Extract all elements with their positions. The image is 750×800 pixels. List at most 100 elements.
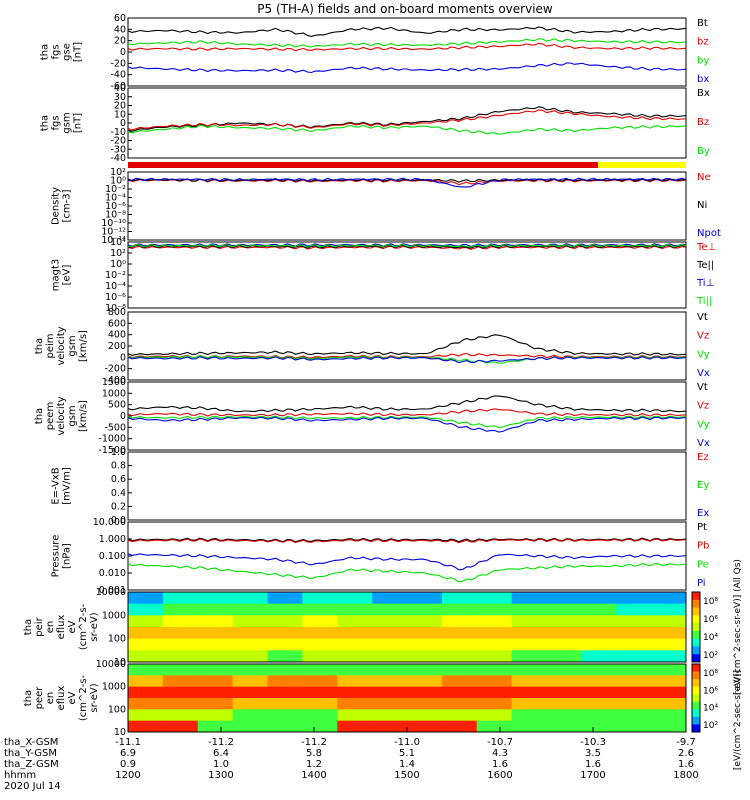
heatmap-cell (441, 686, 478, 699)
panel-label-line: tha (34, 338, 45, 354)
heatmap-cell (197, 615, 234, 628)
panel-label-line: sr-eV) (89, 683, 100, 712)
y-tick-label: 1000 (102, 388, 126, 399)
heatmap-cell (162, 709, 199, 722)
heatmap-cell (441, 675, 478, 688)
x-tick-label: -10.3 (580, 737, 606, 748)
y-tick-label: 10⁻² (105, 184, 126, 195)
heatmap-cell (128, 675, 164, 688)
y-tick-label: 0.010 (99, 568, 126, 579)
heatmap-cell (232, 686, 268, 699)
heatmap-cell (407, 664, 443, 676)
y-tick-label: 60 (114, 13, 126, 24)
x-tick-label: -10.7 (487, 737, 513, 748)
y-tick-label: 0 (120, 411, 126, 422)
heatmap-cell (232, 650, 268, 663)
heatmap-cell (337, 650, 373, 663)
heatmap-cell (372, 720, 408, 733)
legend-vt: Vt (697, 382, 708, 393)
heatmap-cell (407, 720, 443, 733)
x-tick-label: -11.2 (208, 737, 234, 748)
colorbar-tick-label: 10² (703, 721, 718, 731)
legend-pt: Pt (697, 522, 707, 533)
colorbar-cell (692, 599, 700, 609)
legend-te: Te⊥ (696, 242, 716, 253)
heatmap-cell (616, 675, 652, 688)
heatmap-cell (581, 698, 617, 710)
heatmap-cell (581, 603, 617, 616)
heatmap-cell (581, 720, 617, 733)
heatmap-cell (581, 650, 617, 663)
heatmap-cell (546, 675, 582, 688)
heatmap-cell (337, 638, 373, 651)
heatmap-cell (267, 709, 303, 722)
panel-label-line: [nPa] (62, 543, 73, 569)
heatmap-cell (546, 664, 582, 676)
heatmap-cell (337, 603, 373, 616)
x-tick-label: 1500 (394, 770, 419, 781)
heatmap-cell (162, 615, 199, 628)
heatmap-cell (476, 603, 513, 616)
panel-label-line: tha (23, 690, 34, 706)
legend-ez: Ez (697, 452, 709, 463)
heatmap-cell (302, 675, 338, 688)
panel-label-line: eV (67, 691, 78, 704)
heatmap-cell (616, 720, 652, 733)
y-tick-label: -20 (110, 136, 126, 147)
y-tick-label: 10² (110, 167, 126, 178)
heatmap-cell (651, 675, 687, 688)
heatmap-cell (372, 615, 408, 628)
mode-bar-red (128, 162, 598, 168)
heatmap-cell (197, 627, 234, 640)
y-tick-label: 0.8 (111, 461, 126, 472)
x-tick-label: 5.8 (306, 748, 322, 759)
heatmap-cell (616, 615, 652, 628)
heatmap-cell (546, 709, 582, 722)
heatmap-cell (407, 709, 443, 722)
legend-bx: Bx (697, 88, 710, 99)
legend-vy: Vy (697, 349, 710, 360)
heatmap-cell (651, 638, 687, 651)
series-line-vx (127, 416, 687, 433)
colorbar-cell (692, 630, 700, 640)
heatmap-cell (441, 664, 478, 676)
x-tick-label: 5.1 (399, 748, 415, 759)
colorbar-label-top: [eV/(cm^2-sec-sr-eV)] (All Qs) (733, 559, 743, 695)
heatmap-cell (651, 698, 687, 710)
legend-ey: Ey (697, 480, 709, 491)
heatmap-cell (302, 592, 338, 605)
heatmap-cell (651, 615, 687, 628)
date-label: 2020 Jul 14 (4, 781, 61, 792)
legend-ti: Ti⊥ (696, 278, 714, 289)
heatmap-cell (511, 592, 547, 605)
heatmap-cell (128, 615, 164, 628)
x-tick-label: 0.9 (120, 759, 136, 770)
legend-vt: Vt (697, 312, 708, 323)
heatmap-cell (511, 664, 547, 676)
y-tick-label: 10⁰ (110, 176, 126, 187)
heatmap-cell (232, 603, 268, 616)
panel-label-line: [km/s] (78, 330, 89, 362)
heatmap-cell (476, 720, 513, 733)
legend-ti: Ti|| (696, 296, 712, 307)
heatmap-cell (162, 592, 199, 605)
panel-label-line: en (45, 621, 56, 634)
heatmap-cell (441, 627, 478, 640)
y-tick-label: -400 (104, 375, 126, 386)
colorbar-cell (692, 724, 700, 733)
heatmap-cell (232, 615, 268, 628)
series-line-vy (127, 415, 687, 429)
heatmap-cell (476, 675, 513, 688)
colorbar-cell (692, 701, 700, 710)
colorbar-tick-label: 10⁶ (703, 686, 718, 696)
panel-label-line: [mV/m] (62, 467, 73, 505)
heatmap-cell (302, 664, 338, 676)
panel-label-line: gsm (67, 405, 78, 426)
heatmap-cell (372, 592, 408, 605)
heatmap-cell (511, 709, 547, 722)
heatmap-cell (372, 638, 408, 651)
heatmap-cell (197, 698, 234, 710)
heatmap-cell (267, 698, 303, 710)
heatmap-cell (546, 720, 582, 733)
